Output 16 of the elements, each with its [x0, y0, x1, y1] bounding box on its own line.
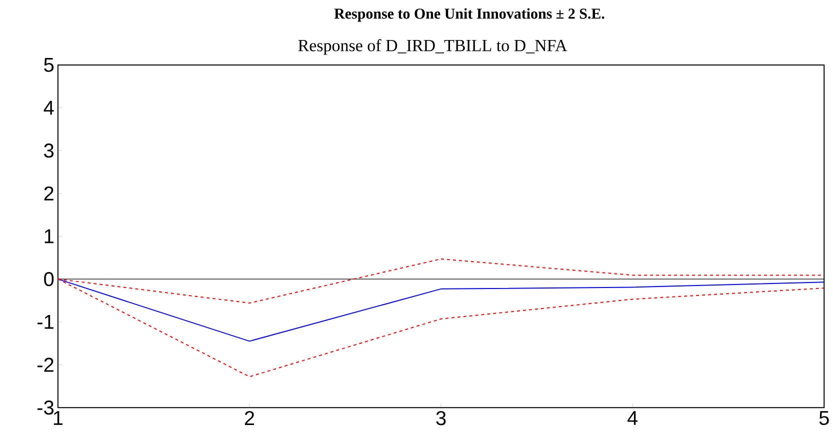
chart-title: Response to One Unit Innovations ± 2 S.E.: [334, 8, 604, 22]
y-tick-label: 3: [44, 144, 54, 158]
y-tick-label: -1: [38, 315, 54, 330]
y-tick-label: 0: [44, 272, 54, 286]
y-tick-label: 2: [44, 186, 54, 201]
y-tick-label: -3: [38, 400, 54, 415]
y-tick-label: 4: [44, 101, 54, 115]
x-tick-label: 4: [627, 411, 638, 426]
y-tick-label: 5: [44, 58, 54, 72]
y-tick-label: -2: [38, 358, 54, 372]
x-tick-label: 3: [436, 411, 446, 426]
x-tick-label: 1: [54, 411, 63, 426]
y-tick-label: 1: [44, 230, 54, 244]
chart-subtitle: Response of D_IRD_TBILL to D_NFA: [298, 39, 568, 55]
x-tick-label: 5: [819, 411, 829, 426]
x-tick-label: 2: [244, 411, 254, 426]
